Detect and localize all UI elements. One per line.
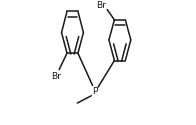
Text: Br: Br xyxy=(51,72,61,81)
Text: P: P xyxy=(92,87,98,96)
Text: Br: Br xyxy=(96,1,106,10)
